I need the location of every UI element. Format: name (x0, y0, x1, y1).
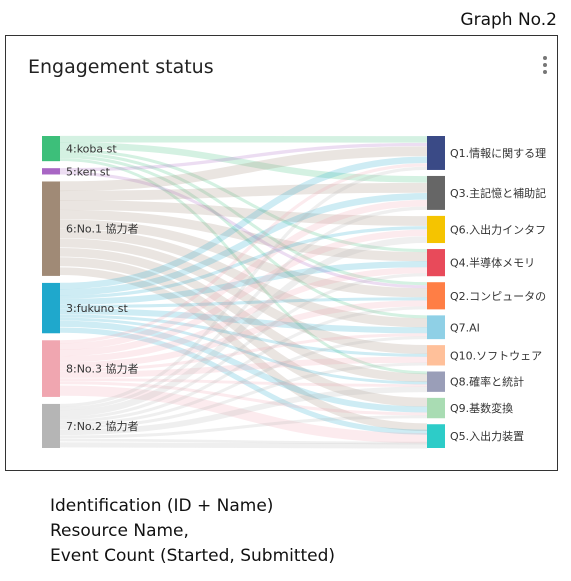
sankey-link-14[interactable] (59, 238, 428, 355)
source-label-4: 8:No.3 協力者 (66, 363, 138, 376)
sankey-link-32[interactable] (59, 300, 428, 369)
target-label-1: Q3.主記憶と補助記 (450, 186, 546, 200)
source-node-2[interactable] (42, 181, 60, 276)
source-label-2: 6:No.1 協力者 (66, 223, 138, 236)
sankey-link-31[interactable] (59, 267, 428, 363)
sankey-link-44[interactable] (59, 415, 428, 439)
target-label-3: Q4.半導体メモリ (450, 256, 535, 270)
source-label-3: 3:fukuno st (66, 302, 128, 315)
target-node-9[interactable] (427, 424, 445, 448)
target-node-6[interactable] (427, 345, 445, 366)
target-label-7: Q8.確率と統計 (450, 375, 524, 389)
sankey-link-9[interactable] (59, 182, 428, 201)
sankey-link-29[interactable] (59, 199, 428, 350)
sankey-links (59, 135, 428, 449)
target-node-8[interactable] (427, 397, 445, 419)
source-node-4[interactable] (42, 340, 60, 397)
sankey-link-19[interactable] (59, 193, 428, 296)
source-node-0[interactable] (42, 136, 60, 162)
chart-title: Engagement status (28, 56, 214, 78)
sankey-link-3[interactable] (59, 151, 428, 286)
sankey-link-13[interactable] (59, 228, 428, 328)
sankey-link-46[interactable] (59, 273, 428, 420)
target-label-4: Q2.コンピュータの (450, 290, 546, 303)
sankey-link-41[interactable] (59, 306, 428, 423)
target-node-4[interactable] (427, 282, 445, 310)
sankey-link-42[interactable] (59, 362, 428, 430)
sankey-link-15[interactable] (59, 248, 428, 383)
sankey-link-25[interactable] (59, 317, 428, 385)
target-label-2: Q6.入出力インタフ (450, 222, 546, 236)
sankey-link-11[interactable] (59, 209, 428, 262)
sankey-link-5[interactable] (59, 158, 428, 375)
sankey-link-17[interactable] (59, 267, 428, 432)
sankey-link-1[interactable] (59, 142, 428, 183)
sankey-link-28[interactable] (59, 163, 428, 344)
target-node-0[interactable] (427, 136, 445, 170)
sankey-link-48[interactable] (59, 442, 428, 449)
sankey-link-37[interactable] (59, 385, 428, 444)
sankey-link-45[interactable] (59, 438, 428, 445)
caption: Identification (ID + Name) Resource Name… (50, 494, 335, 569)
sankey-link-26[interactable] (59, 320, 428, 413)
sankey-link-47[interactable] (59, 336, 428, 426)
target-label-5: Q7.AI (450, 321, 480, 334)
sankey-link-23[interactable] (59, 308, 428, 334)
source-label-5: 7:No.2 協力者 (66, 420, 138, 433)
sankey-link-30[interactable] (59, 229, 428, 357)
target-label-8: Q9.基数変換 (450, 401, 513, 415)
sankey-link-21[interactable] (59, 261, 428, 305)
sankey-link-10[interactable] (59, 200, 428, 226)
caption-line-2: Resource Name, (50, 521, 189, 541)
kebab-menu-icon[interactable] (541, 56, 549, 74)
caption-line-1: Identification (ID + Name) (50, 496, 274, 516)
source-node-5[interactable] (42, 403, 60, 448)
source-label-1: 5:ken st (66, 165, 111, 178)
sankey-link-20[interactable] (59, 226, 428, 299)
sankey-link-34[interactable] (59, 356, 428, 378)
graph-number-label: Graph No.2 (460, 10, 557, 30)
target-label-9: Q5.入出力装置 (450, 429, 524, 443)
sankey-link-6[interactable] (59, 142, 428, 172)
sankey-link-36[interactable] (59, 381, 428, 416)
sankey-link-8[interactable] (59, 146, 428, 192)
sankey-link-12[interactable] (59, 219, 428, 298)
target-node-7[interactable] (427, 371, 445, 392)
target-label-0: Q1.情報に関する理 (450, 147, 546, 160)
target-node-1[interactable] (427, 175, 445, 210)
source-node-1[interactable] (42, 168, 60, 175)
target-node-2[interactable] (427, 215, 445, 244)
sankey-link-2[interactable] (59, 148, 428, 253)
sankey-link-35[interactable] (59, 378, 428, 387)
sankey-link-24[interactable] (59, 314, 428, 357)
source-label-0: 4:koba st (66, 143, 117, 156)
sankey-link-22[interactable] (59, 297, 428, 309)
sankey-link-33[interactable] (59, 333, 428, 372)
sankey-link-43[interactable] (59, 386, 428, 436)
target-node-3[interactable] (427, 249, 445, 277)
target-node-5[interactable] (427, 315, 445, 340)
target-label-6: Q10.ソフトウェア (450, 349, 542, 362)
sankey-link-18[interactable] (59, 156, 428, 290)
sankey-link-4[interactable] (59, 154, 428, 319)
chart-card: Engagement status 4:koba st 5:ken st 6:No.… (5, 35, 558, 471)
sankey-link-27[interactable] (59, 327, 428, 435)
sankey-link-16[interactable] (59, 257, 428, 407)
source-node-3[interactable] (42, 282, 60, 334)
sankey-link-38[interactable] (59, 166, 428, 408)
sankey-link-7[interactable] (59, 171, 428, 289)
sankey-link-40[interactable] (59, 236, 428, 417)
sankey-chart: 4:koba st 5:ken st 6:No.1 協力者 3:fukuno st 8:… (42, 135, 546, 449)
sankey-link-39[interactable] (59, 206, 428, 411)
caption-line-3: Event Count (Started, Submitted) (50, 546, 336, 566)
